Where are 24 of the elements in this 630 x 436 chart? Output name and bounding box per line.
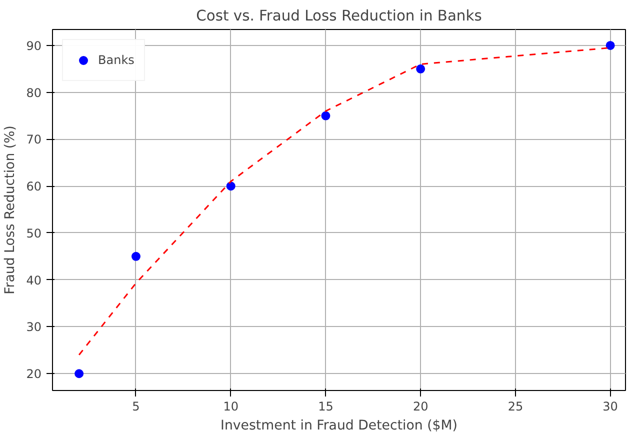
point <box>131 252 140 261</box>
y-axis-title: Fraud Loss Reduction (%) <box>3 126 18 294</box>
y-tick-label: 70 <box>26 132 42 147</box>
x-tick-label: 10 <box>223 400 238 414</box>
x-tick-label: 20 <box>412 400 428 414</box>
point <box>321 111 330 120</box>
x-tick-label: 15 <box>318 400 334 414</box>
chart-title: Cost vs. Fraud Loss Reduction in Banks <box>196 8 482 24</box>
y-tick-label: 50 <box>26 226 42 240</box>
x-tick-label: 5 <box>132 400 140 414</box>
point <box>74 369 84 378</box>
y-tick-label: 90 <box>26 38 42 53</box>
point <box>416 64 426 74</box>
point <box>606 40 615 50</box>
y-tick-label: 20 <box>26 367 42 382</box>
y-tick-label: 60 <box>26 180 42 194</box>
legend-label: Banks <box>98 53 134 67</box>
x-tick-label: 30 <box>602 400 618 414</box>
y-tick-label: 80 <box>26 86 42 100</box>
y-tick-label: 40 <box>26 273 42 288</box>
x-tick-label: 25 <box>508 400 524 414</box>
y-tick-label: 30 <box>26 320 42 334</box>
point <box>226 182 236 191</box>
x-axis-title: Investment in Fraud Detection ($M) <box>220 418 458 434</box>
